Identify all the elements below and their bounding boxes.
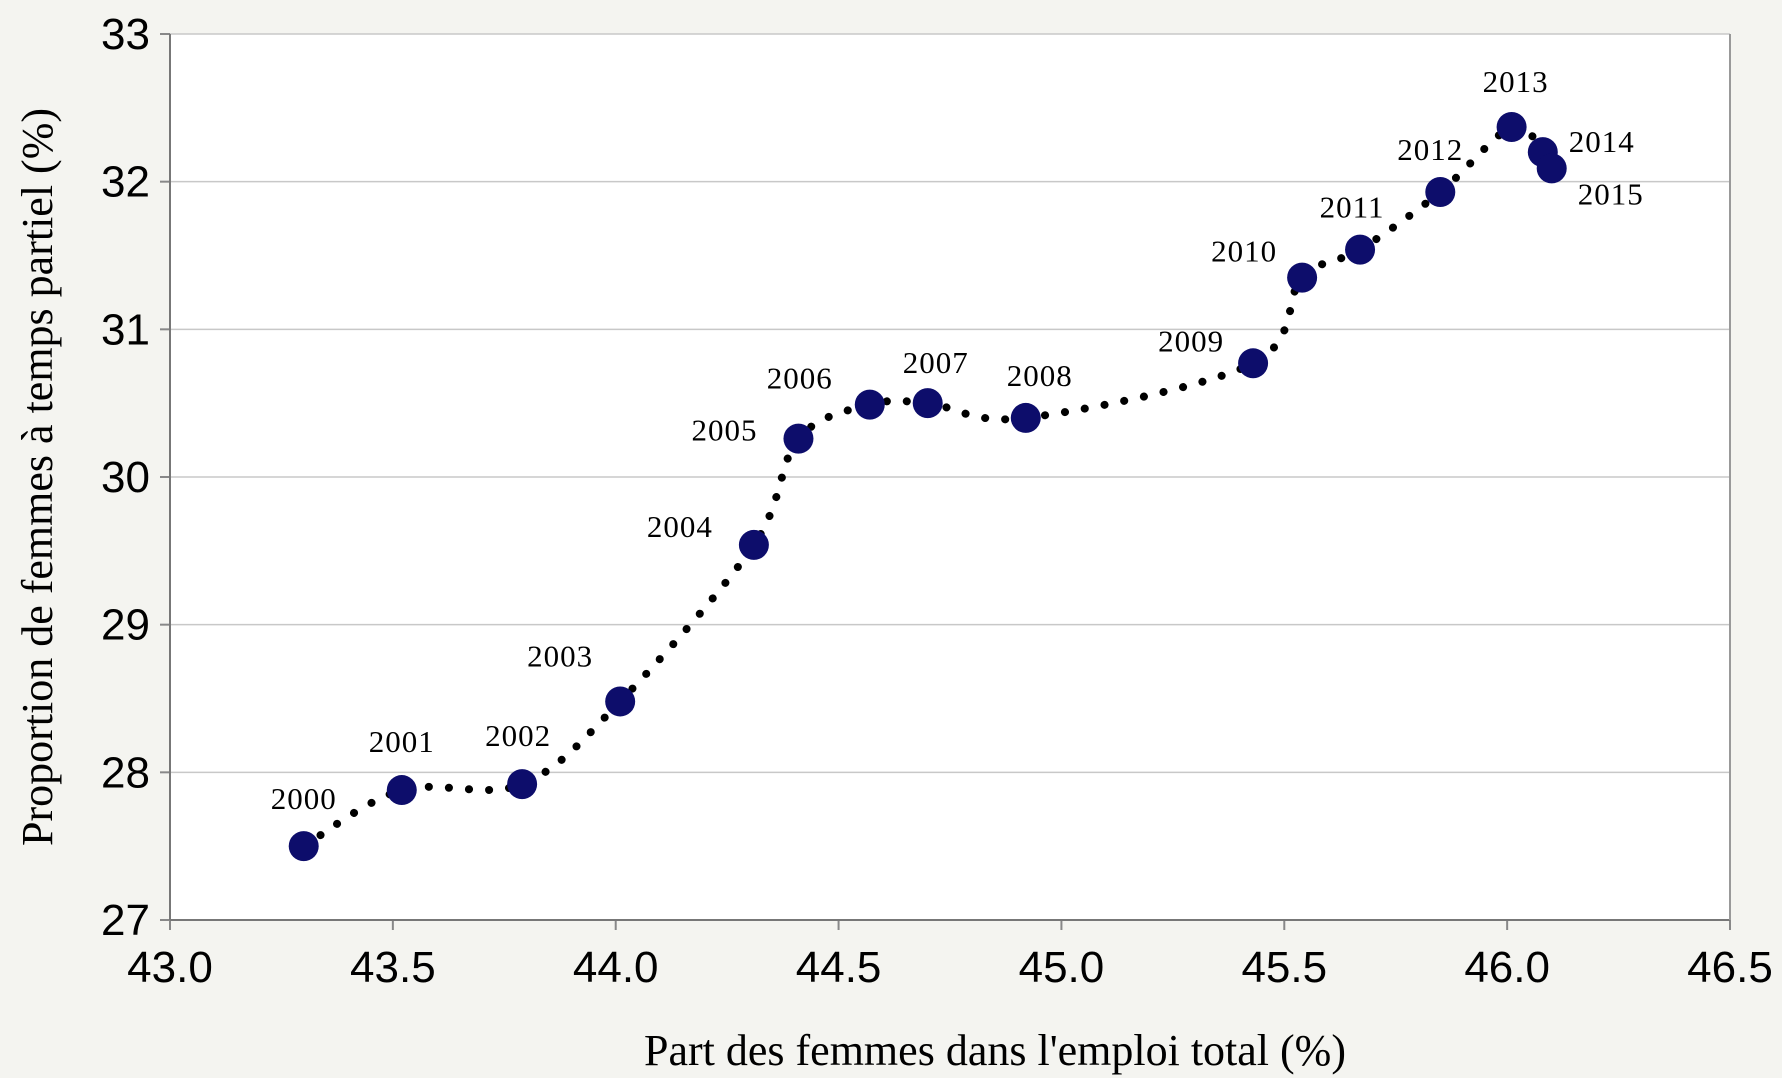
- data-point-2007: [912, 388, 943, 419]
- tick-labels: 27 28 29 30 31 32 33 43.0 43.5 44.0 44.5 45.0 45.5 46…: [101, 10, 1773, 992]
- year-label-2010: 2010: [1211, 234, 1277, 269]
- year-label-2009: 2009: [1158, 323, 1224, 358]
- year-label-2008: 2008: [1007, 358, 1073, 393]
- data-point-2003: [605, 686, 636, 717]
- year-label-2005: 2005: [691, 413, 757, 448]
- data-point-2005: [783, 423, 814, 454]
- year-label-2002: 2002: [485, 718, 551, 753]
- data-point-2015: [1536, 153, 1567, 184]
- axes: [160, 33, 1731, 930]
- x-tick-label: 43.0: [127, 943, 213, 992]
- year-labels: 2000 2001 2002 2003 2004 2005 2006 2007 2008 2009…: [271, 64, 1644, 816]
- year-label-2004: 2004: [647, 509, 713, 544]
- x-tick-label: 46.0: [1464, 943, 1550, 992]
- year-label-2012: 2012: [1397, 132, 1463, 167]
- x-tick-label: 44.5: [796, 943, 882, 992]
- data-point-2013: [1496, 112, 1527, 143]
- x-tick-label: 45.0: [1019, 943, 1105, 992]
- data-point-2010: [1287, 262, 1318, 293]
- year-label-2013: 2013: [1483, 64, 1549, 99]
- y-tick-label: 31: [101, 305, 150, 354]
- x-tick-label: 44.0: [573, 943, 659, 992]
- year-label-2006: 2006: [767, 361, 833, 396]
- data-point-2009: [1238, 348, 1269, 379]
- y-axis-title: Proportion de femmes à temps partiel (%): [13, 108, 62, 846]
- year-label-2014: 2014: [1569, 124, 1635, 159]
- data-point-2008: [1010, 402, 1041, 433]
- x-tick-label: 45.5: [1241, 943, 1327, 992]
- x-axis-title: Part des femmes dans l'emploi total (%): [644, 1026, 1346, 1075]
- data-point-2002: [507, 769, 538, 800]
- data-point-2011: [1345, 234, 1376, 265]
- y-tick-label: 28: [101, 748, 150, 797]
- data-point-2006: [854, 389, 885, 420]
- year-label-2001: 2001: [369, 724, 435, 759]
- data-point-2012: [1425, 177, 1456, 208]
- year-label-2003: 2003: [527, 638, 593, 673]
- x-tick-label: 43.5: [350, 943, 436, 992]
- y-tick-label: 30: [101, 453, 150, 502]
- year-label-2015: 2015: [1578, 176, 1644, 211]
- data-point-2000: [288, 831, 319, 862]
- y-tick-label: 33: [101, 10, 150, 59]
- year-label-2007: 2007: [903, 345, 969, 380]
- data-point-2004: [738, 529, 769, 560]
- y-tick-label: 29: [101, 601, 150, 650]
- data-points: [288, 112, 1567, 862]
- x-tick-label: 46.5: [1687, 943, 1773, 992]
- data-point-2001: [386, 775, 417, 806]
- year-label-2011: 2011: [1320, 190, 1385, 225]
- y-tick-label: 32: [101, 158, 150, 207]
- y-tick-label: 27: [101, 896, 150, 945]
- year-label-2000: 2000: [271, 781, 337, 816]
